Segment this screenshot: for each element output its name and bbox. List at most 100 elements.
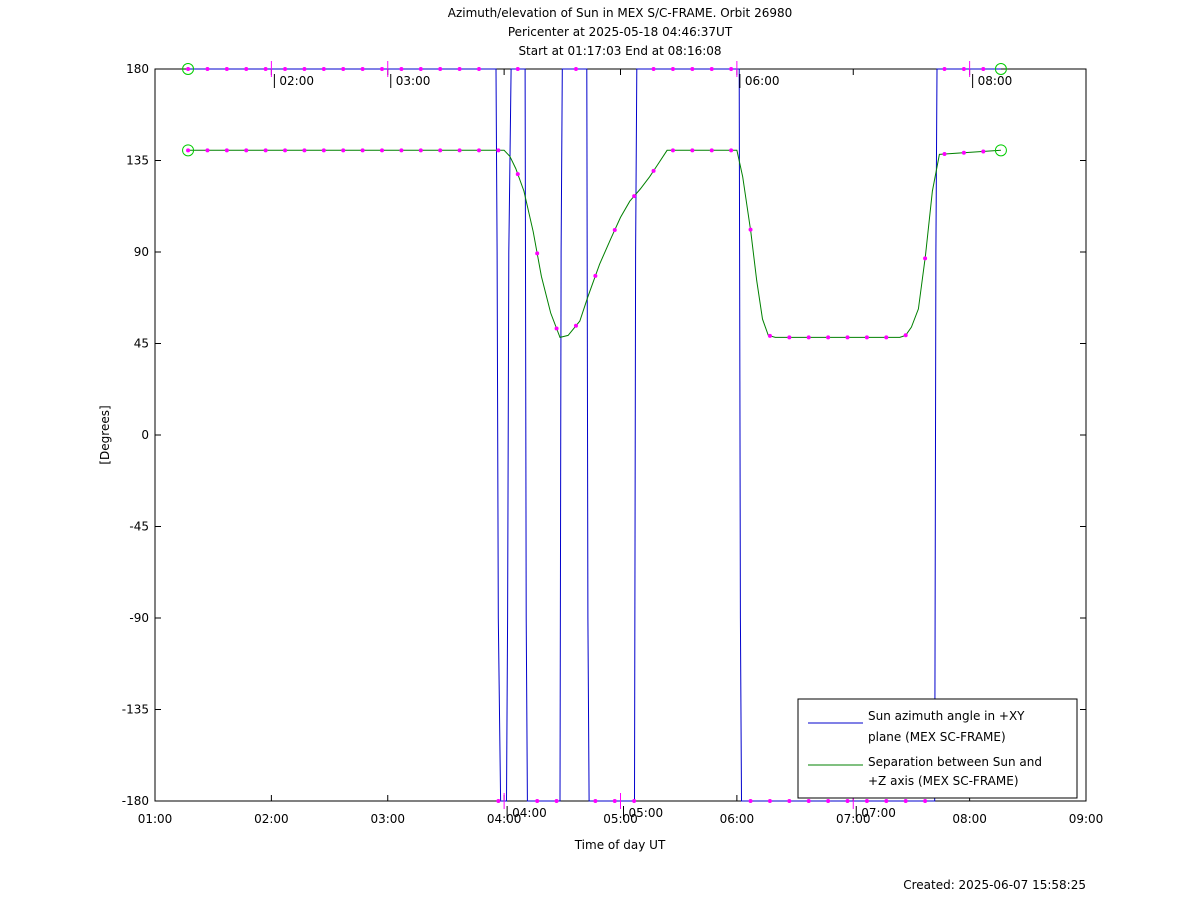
azimuth-sample-marker [981,67,986,71]
separation-sample-marker [244,148,249,153]
azimuth-sample-marker [864,799,869,803]
azimuth-sample-marker [748,799,753,803]
azimuth-sample-marker [826,799,831,803]
separation-sample-marker [341,148,346,153]
azimuth-sample-marker [535,799,540,803]
azimuth-sample-marker [244,67,249,71]
azimuth-sample-marker [360,67,365,71]
azimuth-sample-marker [476,67,481,71]
separation-sample-marker [438,148,443,153]
separation-sample-marker [748,227,753,232]
separation-sample-marker [729,148,734,153]
azimuth-sample-marker [321,67,326,71]
y-tick-label: -45 [129,520,149,534]
separation-sample-marker [981,149,986,154]
y-tick-label: 90 [134,245,149,259]
separation-sample-marker [263,148,268,153]
x-tick-label: 02:00 [254,812,289,826]
azimuth-sample-marker [845,799,850,803]
separation-sample-marker [806,335,811,340]
y-tick-label: -135 [122,703,149,717]
separation-sample-marker [767,333,772,338]
legend-label-azimuth-line-1: Sun azimuth angle in +XY [868,709,1025,723]
separation-sample-marker [457,148,462,153]
separation-sample-marker [321,148,326,153]
x-tick-label: 06:00 [720,812,755,826]
azimuth-sample-marker [263,67,268,71]
x-tick-label: 05:00 [603,812,638,826]
separation-endpoint-marker [994,144,1007,157]
y-tick-label: 45 [134,337,149,351]
x-axis-label: Time of day UT [574,838,666,852]
legend: Sun azimuth angle in +XY plane (MEX SC-F… [797,698,1078,799]
azimuth-sample-marker [787,799,792,803]
separation-sample-marker [554,326,559,331]
azimuth-sample-marker [632,799,637,803]
azimuth-sample-marker [302,67,307,71]
azimuth-sample-marker [515,67,520,71]
x-tick-label: 03:00 [370,812,405,826]
separation-endpoint-marker [182,144,195,157]
separation-sample-marker [884,335,889,340]
hour-marker-label: 02:00 [279,74,314,88]
separation-sample-marker [961,150,966,155]
azimuth-sample-marker [767,799,772,803]
separation-sample-marker [612,227,617,232]
y-tick-label: 180 [126,62,149,76]
legend-label-separation-line-1: Separation between Sun and [868,755,1042,769]
hour-marker-label: 06:00 [745,74,780,88]
separation-sample-marker [399,148,404,153]
azimuth-sample-marker [903,799,908,803]
azimuth-sample-marker [923,799,928,803]
chart-title-line-2: Pericenter at 2025-05-18 04:46:37UT [508,25,733,39]
x-tick-label: 07:00 [836,812,871,826]
azimuth-sample-marker [380,67,385,71]
separation-sample-marker [903,333,908,338]
x-tick-label: 09:00 [1069,812,1104,826]
separation-sample-marker [380,148,385,153]
azimuth-sample-marker [651,67,656,71]
y-tick-label: 135 [126,154,149,168]
azimuth-sample-marker [554,799,559,803]
legend-box [797,698,1078,799]
hour-marker-label: 04:00 [512,806,547,820]
x-tick-label: 08:00 [952,812,987,826]
hour-marker-label: 07:00 [861,806,896,820]
azimuth-sample-marker [593,799,598,803]
azimuth-sample-marker [690,67,695,71]
azimuth-sample-marker [670,67,675,71]
azimuth-sample-marker [283,67,288,71]
separation-sample-marker [845,335,850,340]
separation-sample-marker [205,148,210,153]
created-footer: Created: 2025-06-07 15:58:25 [903,878,1086,892]
separation-sample-marker [573,323,578,328]
azimuth-sample-marker [399,67,404,71]
azimuth-sample-marker [186,67,191,71]
plot-area: 01:00 02:00 03:00 04:00 05:00 06:00 07:00 08:00… [122,61,1104,826]
separation-sample-marker [283,148,288,153]
plot-frame [154,68,1087,802]
separation-series-line [188,149,1001,338]
y-axis-label: [Degrees] [98,405,112,464]
azimuth-sample-marker [729,67,734,71]
separation-sample-marker [651,168,656,173]
azimuth-sample-marker [942,67,947,71]
separation-sample-marker [476,148,481,153]
separation-sample-marker [787,335,792,340]
separation-sample-marker [670,148,675,153]
legend-label-separation-line-2: +Z axis (MEX SC-FRAME) [868,774,1019,788]
chart-title-line-3: Start at 01:17:03 End at 08:16:08 [518,44,721,58]
azimuth-sample-marker [573,67,578,71]
hour-marker-label: 08:00 [978,74,1013,88]
separation-sample-marker [224,148,229,153]
azimuth-sample-marker [224,67,229,71]
azimuth-sample-marker [341,67,346,71]
x-tick-label: 01:00 [138,812,173,826]
legend-label-azimuth-line-2: plane (MEX SC-FRAME) [868,730,1006,744]
separation-sample-marker [709,148,714,153]
azimuth-sample-marker [806,799,811,803]
azimuth-sample-marker [438,67,443,71]
separation-sample-marker [535,251,540,256]
y-tick-label: 0 [141,428,149,442]
